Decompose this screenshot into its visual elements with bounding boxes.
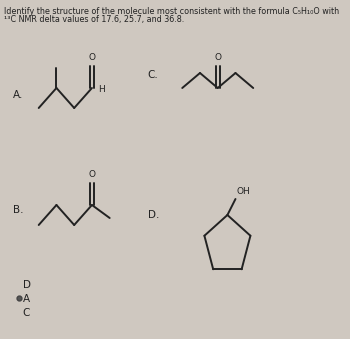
Text: B.: B. — [13, 205, 23, 215]
Text: ¹³C NMR delta values of 17.6, 25.7, and 36.8.: ¹³C NMR delta values of 17.6, 25.7, and … — [4, 15, 184, 24]
Text: A: A — [23, 294, 30, 304]
Text: C: C — [23, 308, 30, 318]
Text: H: H — [98, 85, 105, 95]
Text: Identify the structure of the molecule most consistent with the formula C₅H₁₀O w: Identify the structure of the molecule m… — [4, 7, 339, 16]
Text: O: O — [214, 53, 221, 62]
Text: O: O — [89, 53, 96, 62]
Text: OH: OH — [236, 187, 250, 196]
Text: D: D — [23, 280, 30, 290]
Text: C.: C. — [148, 70, 158, 80]
Text: D.: D. — [148, 210, 159, 220]
Text: O: O — [89, 170, 96, 179]
Text: A.: A. — [13, 90, 23, 100]
